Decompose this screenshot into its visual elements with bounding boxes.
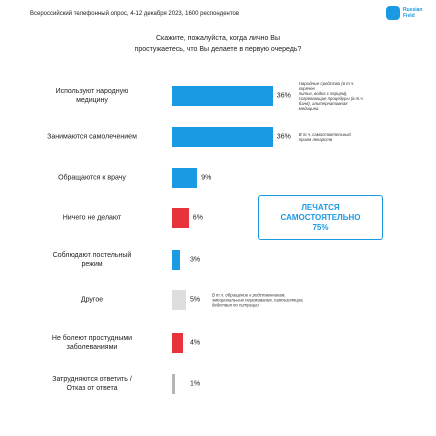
category-label: Занимаются самолечением [47,133,137,141]
callout-value: 75% [312,222,329,232]
logo-icon [386,6,400,20]
category-label: Не болеют простудными заболеваниями [51,335,133,351]
value-label: 36% [276,92,291,100]
bar [172,168,198,188]
category-label: Соблюдают постельный режим [52,252,132,268]
callout: ЛЕЧАТСЯ САМОСТОЯТЕЛЬНО 75% [258,195,383,240]
bar [172,333,184,353]
bar [172,374,175,394]
bar [172,86,273,106]
category-label: Другое [80,296,104,304]
category-label: Используют народную медицину [55,88,129,104]
bar [172,290,186,310]
value-label: 6% [192,214,203,222]
value-label: 36% [276,133,291,141]
callout-text: ЛЕЧАТСЯ САМОСТОЯТЕЛЬНО [280,202,361,222]
annotation: В т.ч. обращение к родственникам, эмоцио… [212,292,304,308]
header: Всероссийский телефонный опрос, 4-12 дек… [30,11,240,17]
value-label: 5% [190,296,201,304]
annotation: В т.ч. самостоятельный прием лекарств [298,132,351,142]
value-label: 3% [190,256,201,264]
category-label: Обращаются к врачу [58,174,126,182]
bar [172,250,181,270]
category-label: Затрудняются ответить / Отказ от ответа [52,376,132,392]
logo: Russian Field [403,7,423,19]
category-label: Ничего не делают [62,214,122,222]
chart-title: Скажите, пожалуйста, когда лично Вы прос… [134,35,302,53]
value-label: 9% [201,174,212,182]
value-label: 4% [190,339,201,347]
bar [172,208,189,228]
value-label: 1% [190,380,201,388]
bar [172,127,273,147]
annotation: Народные средства (в т.ч. горячее питье,… [298,81,364,111]
